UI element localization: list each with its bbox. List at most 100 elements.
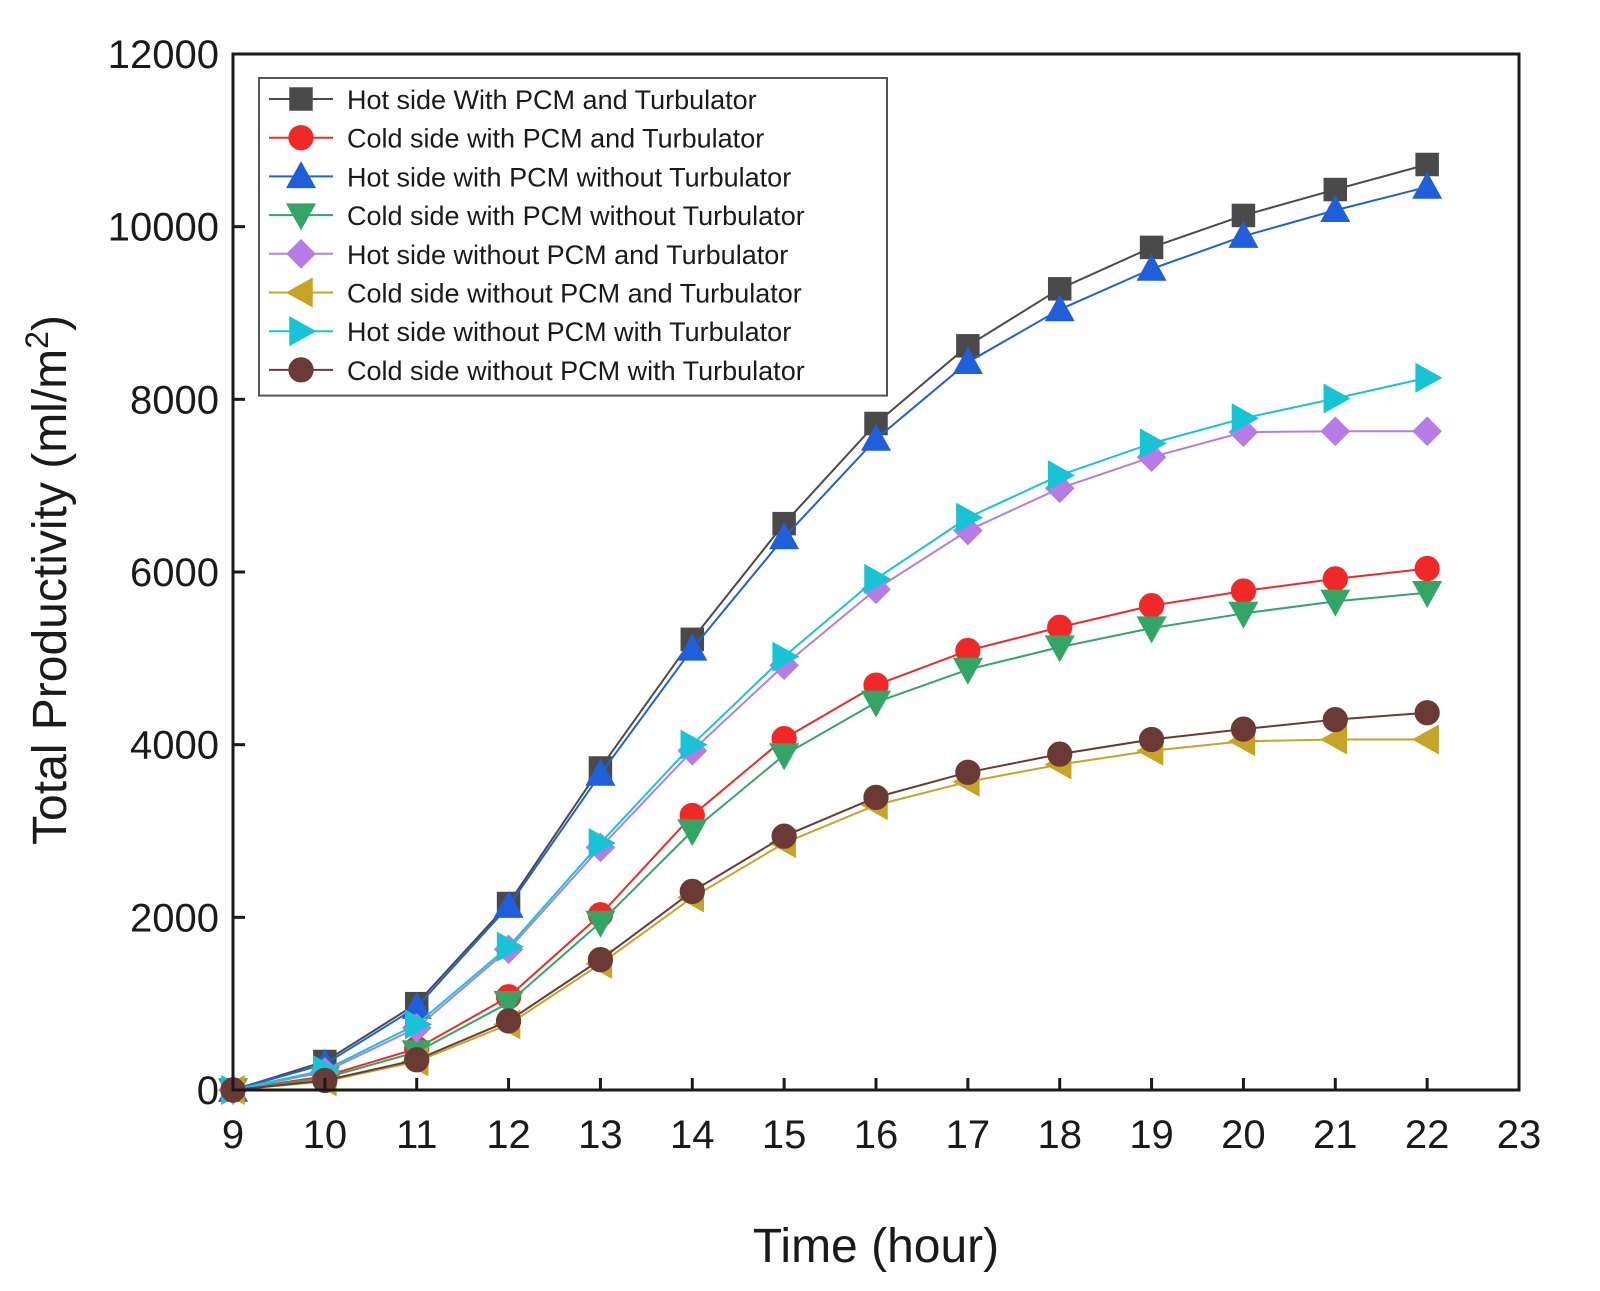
series-4-point xyxy=(1320,589,1351,617)
series-8-point xyxy=(495,1008,522,1034)
series-4-point xyxy=(769,743,800,771)
legend-entry-4: Cold side with PCM without Turbulator xyxy=(269,201,805,231)
x-tick-label: 13 xyxy=(578,1113,623,1157)
series-7-point xyxy=(956,502,984,533)
y-axis-title-close: ) xyxy=(24,315,77,331)
y-axis-title: Total Productivity (ml/m2) xyxy=(19,315,77,845)
legend-label: Cold side without PCM with Turbulator xyxy=(347,356,805,386)
x-axis-title: Time (hour) xyxy=(753,1220,999,1273)
series-6-line xyxy=(232,738,1428,1091)
x-tick-label: 10 xyxy=(303,1113,348,1157)
series-4-point xyxy=(493,991,524,1019)
series-7-point xyxy=(1323,383,1351,414)
series-8 xyxy=(220,700,1440,1103)
series-2-point xyxy=(1138,593,1165,619)
series-8-point xyxy=(679,878,705,905)
series-8-point xyxy=(1414,700,1440,726)
series-4-line xyxy=(232,591,1428,1091)
legend-swatch-marker xyxy=(289,87,313,111)
legend-label: Hot side with PCM without Turbulator xyxy=(347,162,791,192)
legend-box xyxy=(258,77,888,397)
series-7-point xyxy=(1139,428,1167,459)
plot-layer xyxy=(217,152,1443,1106)
series-3-point xyxy=(585,758,616,786)
series-3-point xyxy=(1136,253,1167,281)
legend-entry-1: Hot side With PCM and Turbulator xyxy=(269,85,757,115)
x-tick-label: 21 xyxy=(1313,1113,1358,1157)
legend-entry-6: Cold side without PCM and Turbulator xyxy=(269,277,802,309)
legend-entry-3: Hot side with PCM without Turbulator xyxy=(269,161,791,192)
series-4-point xyxy=(1136,616,1167,644)
series-8-point xyxy=(771,823,797,849)
legend-label: Cold side with PCM and Turbulator xyxy=(347,124,764,154)
x-tick-label: 19 xyxy=(1129,1113,1174,1157)
series-8-point xyxy=(404,1047,430,1073)
series-2 xyxy=(220,555,1440,1103)
series-2-point xyxy=(1322,566,1348,592)
series-5-point xyxy=(1320,416,1351,447)
x-tick-label: 22 xyxy=(1405,1113,1450,1157)
series-7-point xyxy=(496,931,524,962)
series-4 xyxy=(217,580,1443,1106)
series-7-point xyxy=(864,563,892,594)
x-tick-label: 12 xyxy=(486,1113,531,1157)
x-tick-label: 9 xyxy=(222,1113,244,1157)
x-tick-label: 23 xyxy=(1497,1113,1542,1157)
x-tick-label: 20 xyxy=(1221,1113,1266,1157)
series-7 xyxy=(221,362,1443,1106)
series-7-point xyxy=(1047,460,1076,491)
legend-entry-2: Cold side with PCM and Turbulator xyxy=(269,124,764,154)
x-tick-label: 18 xyxy=(1037,1113,1082,1157)
x-tick-label: 16 xyxy=(854,1113,899,1157)
series-2-point xyxy=(1230,578,1257,604)
y-tick-label: 4000 xyxy=(130,724,219,768)
legend-swatch-marker xyxy=(285,203,317,231)
legend-swatch-marker xyxy=(285,161,317,189)
series-3-point xyxy=(860,423,892,451)
legend-swatch-marker xyxy=(288,125,314,151)
series-5-point xyxy=(1412,416,1442,447)
legend-label: Cold side without PCM and Turbulator xyxy=(347,279,802,309)
x-tick-label: 15 xyxy=(762,1113,807,1157)
series-6-point xyxy=(1319,724,1348,755)
series-7-point xyxy=(404,1009,433,1040)
series-7-point xyxy=(588,828,616,859)
axes: 9 10 11 12 13 14 15 16 17 18 19 20 21 22 23 0 2000 4000 60… xyxy=(108,33,1541,1157)
series-4-point xyxy=(860,690,892,718)
series-8-point xyxy=(587,947,614,973)
series-8-point xyxy=(955,759,981,785)
y-axis-title-main: Total Productivity (ml/m xyxy=(24,349,77,845)
series-3-point xyxy=(1320,194,1351,223)
legend-entry-5: Hot side without PCM and Turbulator xyxy=(269,238,788,270)
series-4-point xyxy=(677,819,708,847)
series-3-line xyxy=(232,185,1428,1091)
series-3-point xyxy=(952,346,983,374)
y-tick-label: 0 xyxy=(197,1069,219,1113)
legend: Hot side With PCM and Turbulator Cold sid… xyxy=(258,77,888,397)
series-4-point xyxy=(1412,580,1443,609)
series-3-point xyxy=(1412,171,1443,199)
series-3-point xyxy=(493,890,524,918)
legend-swatch-marker xyxy=(288,357,314,383)
series-1-line xyxy=(232,163,1428,1091)
series-8-point xyxy=(1230,716,1257,742)
series-4-point xyxy=(952,657,983,685)
y-axis-title-superscript: 2 xyxy=(19,331,55,349)
series-6 xyxy=(217,724,1439,1106)
series-5 xyxy=(218,416,1442,1105)
x-tick-label: 14 xyxy=(670,1113,715,1157)
series-4-point xyxy=(1228,601,1259,629)
series-7-point xyxy=(772,641,800,672)
y-tick-label: 12000 xyxy=(108,33,219,77)
series-8-point xyxy=(1047,741,1073,767)
legend-entry-8: Cold side without PCM with Turbulator xyxy=(269,356,805,386)
series-7-line xyxy=(232,376,1428,1091)
legend-label: Hot side With PCM and Turbulator xyxy=(347,85,757,115)
legend-label: Hot side without PCM and Turbulator xyxy=(347,240,788,270)
x-tick-label: 11 xyxy=(396,1113,438,1157)
series-3-point xyxy=(1044,294,1075,322)
series-5-line xyxy=(232,430,1428,1091)
y-tick-label: 6000 xyxy=(130,551,219,595)
legend-label: Cold side with PCM without Turbulator xyxy=(347,201,805,231)
